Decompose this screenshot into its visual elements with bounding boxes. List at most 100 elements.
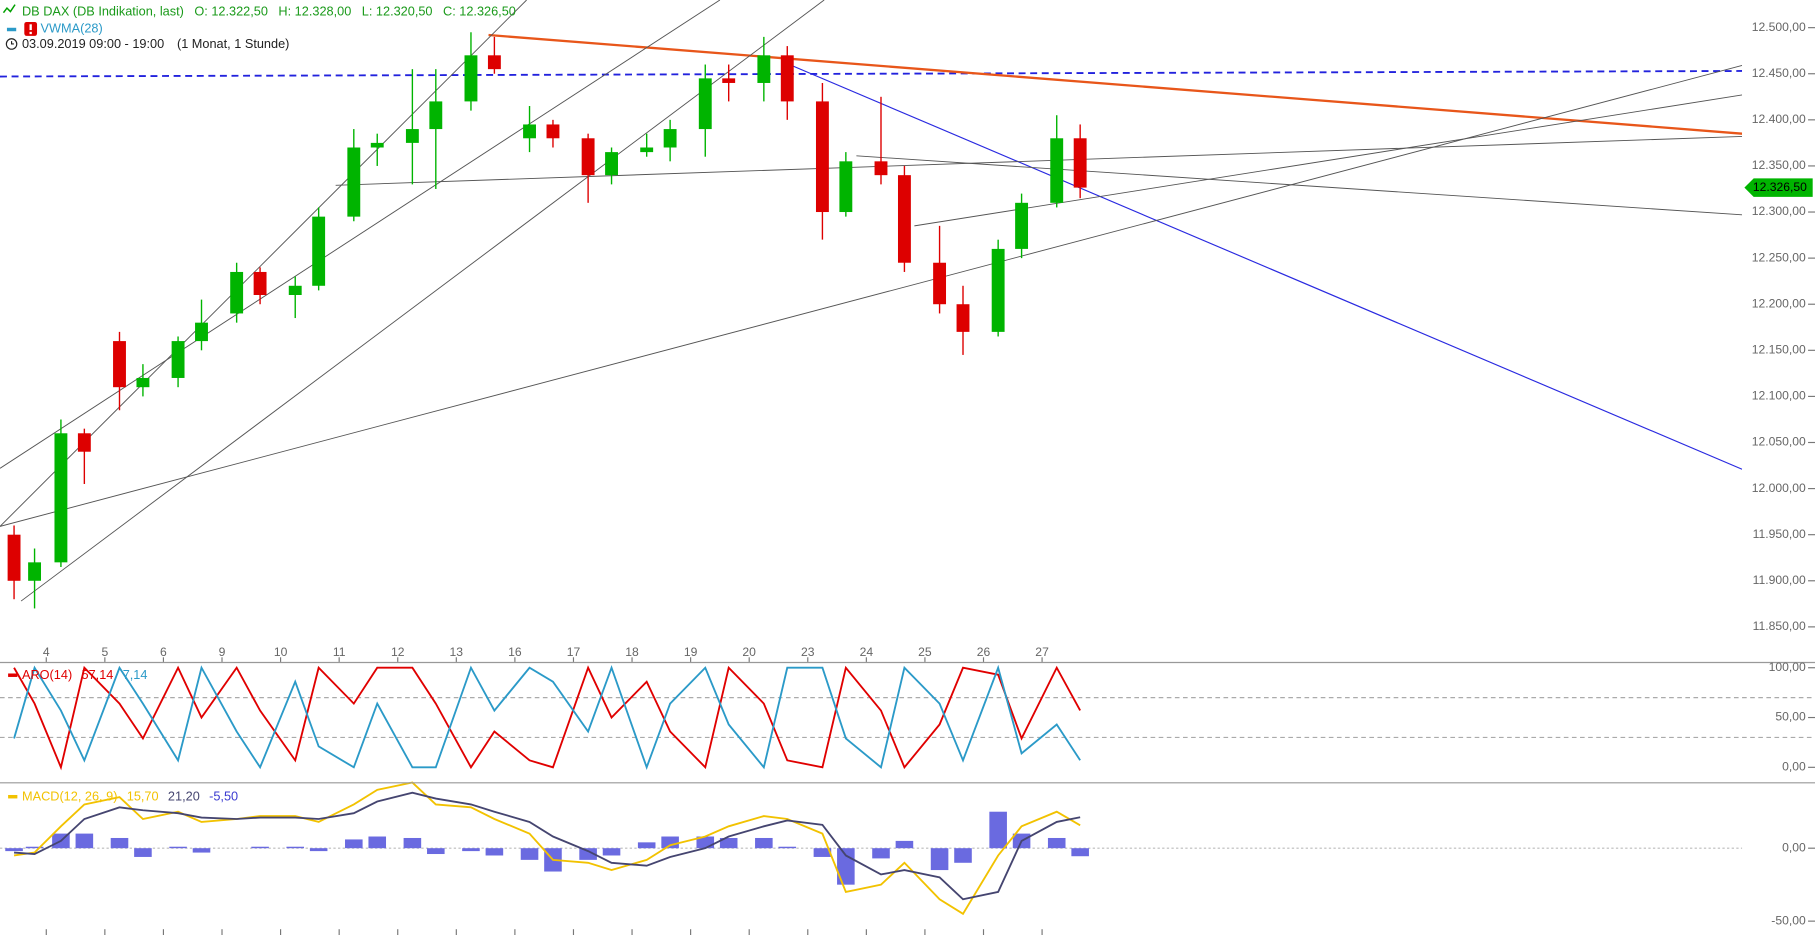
ohlc-open: O: 12.322,50 bbox=[194, 4, 268, 19]
y-tick-label: 12.200,00 bbox=[1752, 296, 1806, 310]
macd-value: 15,70 bbox=[127, 789, 159, 804]
x-tick-label: 10 bbox=[274, 645, 288, 659]
candle-body bbox=[113, 341, 126, 388]
histogram-bar bbox=[813, 848, 832, 857]
candle-body bbox=[991, 248, 1005, 332]
x-tick-label: 13 bbox=[450, 645, 464, 659]
candle-body bbox=[77, 433, 91, 452]
x-tick-label: 24 bbox=[860, 645, 874, 659]
histogram-bar bbox=[696, 836, 715, 849]
candle-body bbox=[429, 101, 443, 130]
vwma-label: VWMA(28) bbox=[41, 20, 103, 35]
y-tick-label: 0,00 bbox=[1782, 760, 1806, 774]
axes: 4 5 6 9 10 11 12 13 16 17 18 19 20 23 24 25 26 27 12.500,0… bbox=[43, 20, 1815, 935]
last-price-label: 12.326,50 bbox=[1753, 180, 1807, 194]
candle-body bbox=[288, 285, 302, 295]
candle-body bbox=[663, 129, 677, 148]
x-tick-label: 17 bbox=[567, 645, 581, 659]
candle-body bbox=[546, 124, 560, 139]
y-tick-label: 50,00 bbox=[1775, 710, 1806, 724]
histogram-bar bbox=[403, 837, 422, 849]
last-price-tag bbox=[1744, 178, 1813, 197]
trendline bbox=[856, 155, 1743, 216]
ohlc-low: L: 12.320,50 bbox=[362, 4, 433, 19]
histogram-bar bbox=[579, 848, 597, 860]
y-tick-label: 11.900,00 bbox=[1753, 573, 1806, 587]
y-tick-label: 100,00 bbox=[1769, 660, 1806, 674]
candle-body bbox=[897, 175, 911, 263]
signal-value: 21,20 bbox=[168, 789, 200, 804]
y-tick-label: 12.350,00 bbox=[1752, 158, 1806, 172]
histogram-bar bbox=[989, 811, 1007, 849]
histogram-bar bbox=[719, 837, 738, 849]
y-tick-label: 12.050,00 bbox=[1752, 435, 1806, 449]
x-tick-label: 26 bbox=[977, 645, 991, 659]
period: 03.09.2019 09:00 - 19:00 bbox=[22, 36, 164, 51]
histogram-bar bbox=[520, 848, 539, 860]
candle-body bbox=[230, 271, 244, 314]
legend-header: DB DAX (DB Indikation, last) O: 12.322,5… bbox=[2, 4, 516, 51]
candle-body bbox=[1015, 202, 1029, 249]
histogram-bar bbox=[110, 837, 129, 849]
histogram-bar bbox=[25, 846, 44, 849]
histogram-bar bbox=[602, 848, 621, 856]
histogram-bar bbox=[837, 848, 855, 885]
candle-body bbox=[347, 147, 361, 217]
aroon-down-value: 7,14 bbox=[123, 667, 148, 682]
y-tick-label: 12.000,00 bbox=[1752, 481, 1806, 495]
candle-body bbox=[464, 55, 478, 102]
y-tick-label: -50,00 bbox=[1771, 913, 1806, 927]
candle-body bbox=[956, 304, 970, 332]
candle-body bbox=[1050, 138, 1064, 203]
candle-body bbox=[1073, 138, 1087, 188]
macd-legend: MACD(12, 26, 9) 15,70 21,20 -5,50 bbox=[8, 789, 238, 804]
histogram-bar bbox=[954, 848, 972, 863]
histogram-bar bbox=[895, 840, 914, 849]
aroon-panel bbox=[0, 664, 1815, 771]
histogram-bar bbox=[1047, 837, 1066, 849]
trendline bbox=[335, 135, 1743, 186]
aroon-legend: ARO(14) 57,14 7,14 bbox=[8, 667, 147, 682]
price-panel bbox=[0, 0, 1743, 609]
trendline bbox=[914, 94, 1743, 227]
ohlc-high: H: 12.328,00 bbox=[278, 4, 351, 19]
trendline bbox=[0, 70, 1743, 78]
candle-body bbox=[370, 142, 384, 148]
candle-body bbox=[28, 562, 42, 581]
clock-hands bbox=[10, 41, 14, 45]
y-tick-label: 0,00 bbox=[1782, 840, 1806, 854]
histogram-bar bbox=[872, 848, 890, 859]
trendline bbox=[787, 63, 1743, 470]
histogram-bar bbox=[1071, 848, 1089, 857]
candle-body bbox=[136, 377, 150, 388]
x-tick-label: 4 bbox=[43, 645, 50, 659]
histogram-bar bbox=[134, 848, 152, 857]
histogram-bar bbox=[485, 848, 504, 856]
candle-body bbox=[581, 138, 595, 176]
x-tick-label: 12 bbox=[391, 645, 405, 659]
period-line: 03.09.2019 09:00 - 19:00 (1 Monat, 1 Stu… bbox=[22, 36, 289, 51]
candle-body bbox=[815, 101, 829, 213]
ohlc-close: C: 12.326,50 bbox=[443, 4, 516, 19]
y-tick-label: 12.400,00 bbox=[1752, 112, 1806, 126]
candle-body bbox=[722, 78, 736, 83]
candle-body bbox=[487, 55, 501, 70]
x-tick-label: 16 bbox=[508, 645, 522, 659]
trendline bbox=[20, 0, 825, 602]
histogram-bar bbox=[192, 848, 211, 853]
chart-icon bbox=[2, 4, 16, 14]
histogram-bar bbox=[286, 846, 305, 849]
histogram-bar bbox=[368, 836, 387, 849]
indicator-line bbox=[13, 664, 1081, 771]
y-tick-label: 12.450,00 bbox=[1752, 66, 1806, 80]
x-tick-label: 23 bbox=[801, 645, 815, 659]
macd-title: MACD(12, 26, 9) bbox=[22, 789, 117, 804]
histogram-bar bbox=[75, 833, 94, 849]
interval: (1 Monat, 1 Stunde) bbox=[177, 36, 289, 51]
trendline bbox=[0, 65, 1743, 527]
candle-body bbox=[698, 78, 712, 130]
x-tick-label: 27 bbox=[1035, 645, 1049, 659]
